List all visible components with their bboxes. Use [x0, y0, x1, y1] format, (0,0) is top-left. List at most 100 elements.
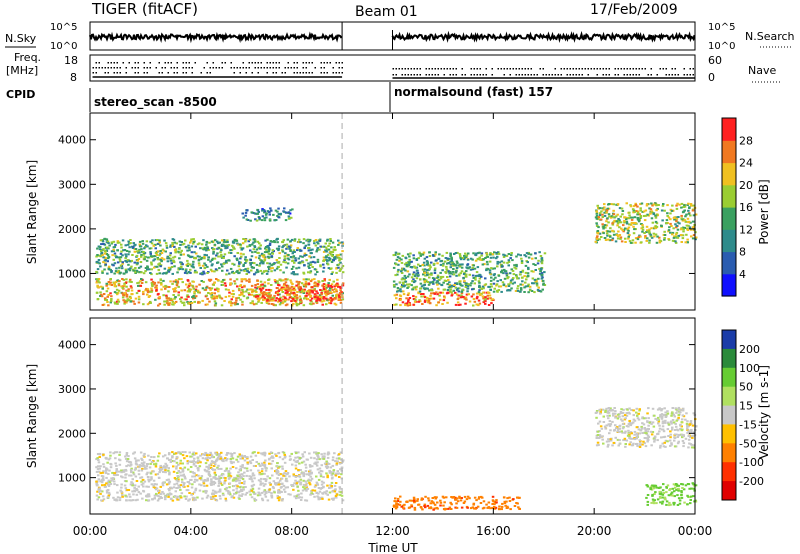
- data-cell: [100, 478, 104, 481]
- data-cell: [311, 286, 314, 289]
- data-cell: [240, 248, 244, 250]
- data-cell: [402, 293, 406, 296]
- data-cell: [303, 451, 306, 454]
- data-cell: [268, 299, 271, 302]
- data-cell: [473, 282, 476, 285]
- data-cell: [215, 499, 219, 502]
- data-cell: [194, 487, 198, 490]
- data-cell: [269, 462, 273, 465]
- data-cell: [178, 268, 182, 270]
- data-cell: [284, 219, 288, 222]
- data-cell: [428, 297, 431, 300]
- data-cell: [255, 461, 258, 463]
- data-cell: [224, 245, 228, 248]
- data-cell: [330, 261, 334, 263]
- data-cell: [240, 476, 243, 479]
- data-cell: [302, 471, 305, 474]
- data-cell: [460, 270, 464, 273]
- data-cell: [659, 240, 663, 243]
- data-cell: [143, 452, 146, 455]
- data-cell: [636, 238, 640, 241]
- data-cell: [633, 228, 636, 231]
- data-cell: [132, 246, 135, 249]
- data-cell: [456, 301, 460, 304]
- data-cell: [308, 473, 311, 476]
- data-cell: [163, 496, 167, 499]
- data-cell: [340, 295, 343, 298]
- data-cell: [400, 285, 403, 288]
- data-cell: [500, 260, 504, 263]
- data-cell: [341, 282, 345, 285]
- data-cell: [341, 271, 345, 274]
- data-cell: [141, 478, 145, 481]
- data-cell: [521, 269, 525, 272]
- data-cell: [309, 456, 313, 459]
- data-cell: [496, 262, 499, 265]
- data-cell: [338, 294, 341, 297]
- data-cell: [113, 262, 117, 265]
- data-cell: [482, 500, 486, 503]
- freq-dot: [599, 68, 601, 70]
- data-cell: [112, 473, 116, 476]
- data-cell: [173, 453, 176, 455]
- data-cell: [263, 217, 266, 220]
- data-cell: [95, 484, 99, 487]
- data-cell: [302, 486, 305, 489]
- data-cell: [224, 477, 227, 479]
- data-cell: [437, 287, 440, 290]
- data-cell: [419, 300, 422, 303]
- data-cell: [165, 493, 169, 496]
- data-cell: [316, 247, 319, 250]
- data-cell: [209, 288, 212, 291]
- data-cell: [393, 303, 396, 306]
- data-cell: [206, 494, 210, 497]
- data-cell: [275, 454, 278, 457]
- data-cell: [276, 291, 279, 294]
- data-cell: [523, 286, 526, 289]
- data-cell: [450, 294, 453, 297]
- data-cell: [322, 299, 326, 302]
- data-cell: [290, 285, 294, 288]
- data-cell: [258, 471, 261, 474]
- data-cell: [106, 287, 110, 290]
- data-cell: [456, 251, 459, 254]
- data-cell: [262, 260, 265, 263]
- data-cell: [287, 293, 291, 296]
- data-cell: [605, 232, 609, 235]
- data-cell: [325, 472, 328, 475]
- freq-dot: [104, 67, 106, 69]
- data-cell: [510, 268, 513, 271]
- data-cell: [407, 292, 410, 295]
- data-cell: [408, 261, 411, 264]
- data-cell: [197, 474, 200, 477]
- data-cell: [241, 455, 244, 458]
- data-cell: [140, 483, 144, 486]
- data-cell: [304, 470, 308, 473]
- freq-dot: [401, 68, 403, 70]
- data-cell: [243, 467, 247, 470]
- data-cell: [210, 481, 214, 484]
- data-cell: [396, 273, 399, 276]
- data-cell: [399, 290, 403, 293]
- data-cell: [153, 283, 156, 286]
- data-cell: [337, 239, 340, 242]
- data-cell: [307, 262, 310, 265]
- data-cell: [139, 284, 142, 287]
- data-cell: [186, 481, 190, 483]
- data-cell: [196, 496, 199, 499]
- data-cell: [261, 292, 264, 295]
- freq-dot: [176, 67, 178, 69]
- data-cell: [208, 241, 211, 244]
- data-cell: [166, 255, 169, 258]
- data-cell: [113, 272, 116, 275]
- data-cell: [469, 257, 473, 260]
- data-cell: [125, 299, 129, 302]
- data-cell: [332, 280, 335, 283]
- data-cell: [250, 284, 254, 287]
- data-cell: [224, 241, 228, 244]
- data-cell: [627, 237, 630, 240]
- data-cell: [480, 292, 483, 295]
- data-cell: [484, 302, 487, 305]
- data-cell: [313, 242, 316, 245]
- data-cell: [276, 497, 280, 500]
